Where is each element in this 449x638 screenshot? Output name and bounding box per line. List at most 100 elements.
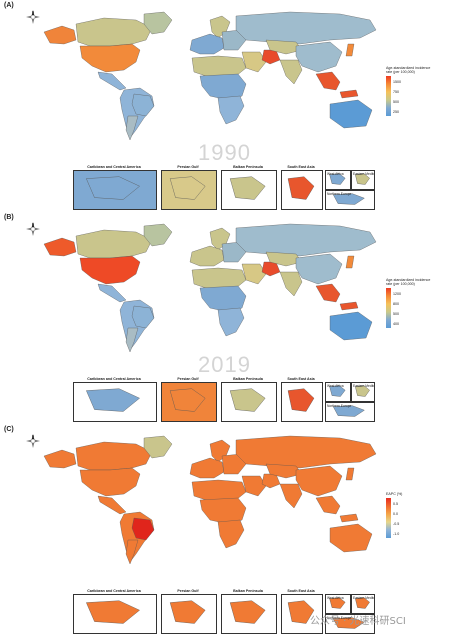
region-china [295,41,343,73]
inset-title: Northern Europe [327,616,352,620]
inset-land [86,176,140,200]
region-australia [329,311,373,341]
region-middle-east [241,475,267,497]
region-png [339,301,359,311]
inset-eastern-mediterranean: Eastern Mediterranean [351,170,375,190]
region-russia [235,11,377,45]
region-japan [345,467,355,481]
region-canada [75,229,153,259]
inset-land [229,176,266,200]
inset-title: Caribbean and Central America [87,377,141,381]
svg-text:N: N [32,10,34,14]
region-middle-east [241,263,267,285]
region-north-africa [191,55,247,79]
region-alaska [43,237,77,257]
region-india [279,271,303,297]
svg-text:N: N [32,222,34,226]
panel-b: (B) N 2019 Age-standardized incidence rate … [0,212,449,424]
legend-tick-label: 0.0 [393,512,398,516]
region-canada [75,17,153,47]
legend-title: Age-standardized incidence rate (per 100… [386,278,431,287]
inset-persian-gulf [161,594,217,634]
inset-caribbean-and-central-america [73,170,157,210]
inset-land [169,388,206,412]
world-map [40,222,380,362]
legend-tick-label: -1.0 [393,532,400,536]
region-se-asia [315,495,341,515]
compass-icon: N [26,10,40,24]
legend-tick-label: 500 [393,100,399,104]
inset-title: Balkan Peninsula [233,589,263,593]
legend-title: EAPC (%) [386,492,403,496]
inset-title: Caribbean and Central America [87,589,141,593]
inset-persian-gulf [161,382,217,422]
inset-balkan-peninsula [221,170,277,210]
watermark-text: 公众号 · 光速科研SCI [310,616,406,627]
inset-south-east-asia [281,382,323,422]
world-map [40,434,380,574]
inset-land [329,385,346,397]
region-central-america [97,71,127,91]
legend-color-bar [386,76,391,116]
panel-a: (A) N 1990 Age-standardized incidence rate … [0,0,449,212]
inset-title: Persian Gulf [177,165,199,169]
legend-title: Age-standardized incidence rate (per 100… [386,66,431,75]
inset-west-africa: West Africa [325,594,351,614]
region-north-america [79,43,141,73]
region-greenland [143,223,173,247]
inset-south-east-asia [281,170,323,210]
svg-text:N: N [32,434,34,438]
inset-south-east-asia [281,594,323,634]
region-europe-west [189,33,225,55]
panel-label: (B) [4,214,14,221]
inset-west-africa: West Africa [325,170,351,190]
panel-label: (C) [4,426,14,433]
region-greenland [143,11,173,35]
inset-land [169,600,206,624]
region-china [295,465,343,497]
inset-northern-europe: Northern Europe [325,402,375,422]
region-alaska [43,449,77,469]
region-central-america [97,283,127,303]
inset-land [332,617,365,629]
year-label: 2019 [198,352,251,377]
inset-title: Northern Europe [327,404,352,408]
legend: EAPC (%) 0.5 0.0 -0.5 -1.0 [386,492,446,538]
region-png [339,89,359,99]
region-japan [345,43,355,57]
inset-land [355,597,370,609]
inset-balkan-peninsula [221,382,277,422]
inset-land [86,600,140,624]
region-argentina [125,115,139,141]
inset-title: South East Asia [287,377,315,381]
legend-tick-label: 0.5 [393,502,398,506]
region-india [279,483,303,509]
inset-title: Persian Gulf [177,377,199,381]
region-se-asia [315,283,341,303]
inset-persian-gulf [161,170,217,210]
inset-land [332,405,365,417]
legend-tick-label: -0.5 [393,522,400,526]
inset-land [86,388,140,412]
year-label: 1990 [198,140,251,165]
legend-tick-label: 1500 [393,80,401,84]
region-canada [75,441,153,471]
region-argentina [125,539,139,565]
inset-land [355,385,370,397]
region-north-america [79,467,141,497]
region-africa-south [217,307,245,337]
inset-balkan-peninsula [221,594,277,634]
region-brazil [131,305,155,329]
inset-title: West Africa [327,596,344,600]
region-brazil [131,93,155,117]
inset-title: West Africa [327,172,344,176]
legend-color-bar [386,498,391,538]
inset-title: Balkan Peninsula [233,165,263,169]
region-se-asia [315,71,341,91]
legend-tick-label: 750 [393,90,399,94]
inset-title: South East Asia [287,589,315,593]
inset-title: Balkan Peninsula [233,377,263,381]
region-china [295,253,343,285]
inset-title: Caribbean and Central America [87,165,141,169]
legend-color-bar [386,288,391,328]
